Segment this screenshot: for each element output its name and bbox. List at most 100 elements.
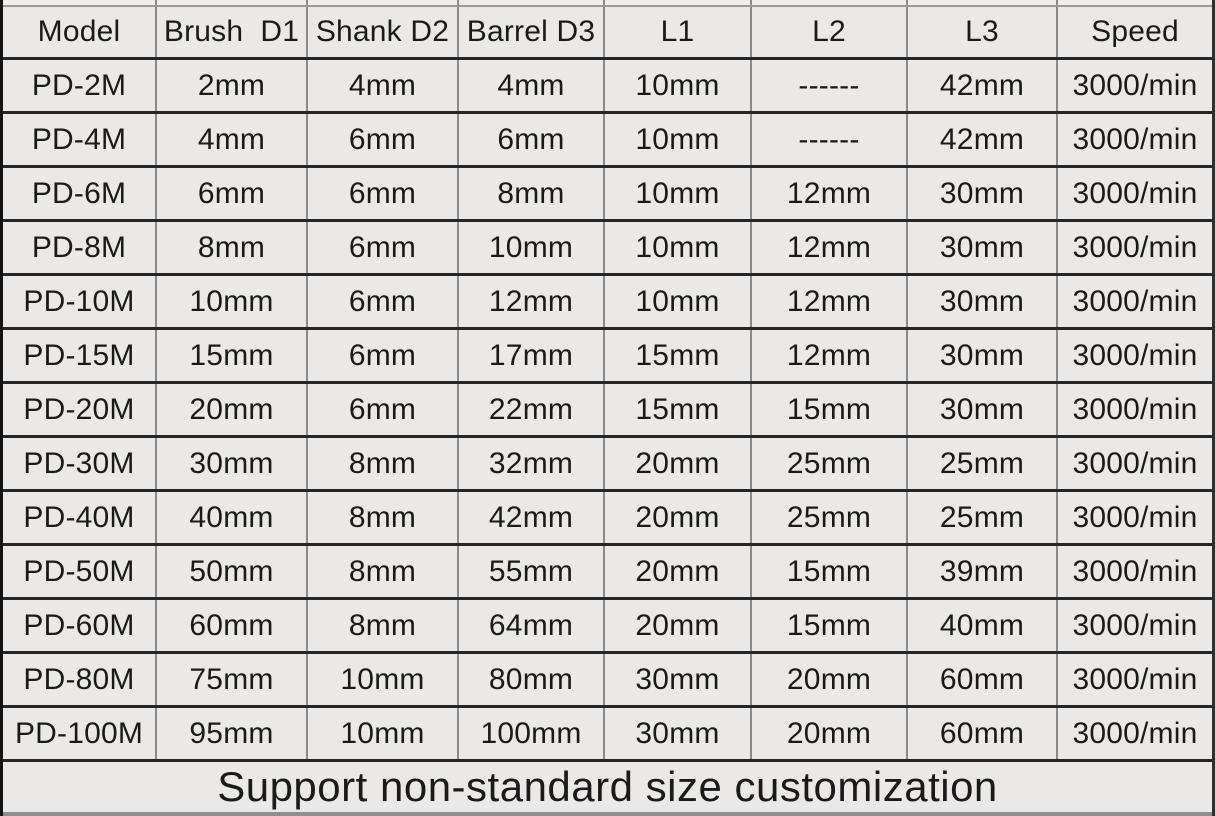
table-cell: 30mm — [908, 222, 1058, 273]
table-cell: 60mm — [908, 654, 1058, 705]
table-cell: 6mm — [308, 330, 459, 381]
column-header-l2: L2 — [752, 7, 908, 57]
table-cell: 64mm — [459, 600, 605, 651]
table-cell: 8mm — [308, 492, 459, 543]
table-cell: 8mm — [157, 222, 308, 273]
table-cell: 22mm — [459, 384, 605, 435]
table-cell: 6mm — [308, 168, 459, 219]
column-header-speed: Speed — [1091, 15, 1179, 48]
table-cell: 4mm — [308, 60, 459, 111]
table-row: PD-20M 20mm 6mm 22mm 15mm 15mm 30mm 3000/min — [3, 381, 1212, 435]
table-row: PD-15M 15mm 6mm 17mm 15mm 12mm 30mm 3000/min — [3, 327, 1212, 381]
table-row: PD-30M 30mm 8mm 32mm 20mm 25mm 25mm 3000/min — [3, 435, 1212, 489]
table-cell: 8mm — [308, 438, 459, 489]
model-cell: PD-100M — [3, 708, 157, 759]
table-cell: 25mm — [752, 492, 908, 543]
table-cell: 8mm — [459, 168, 605, 219]
table-cell: 10mm — [605, 168, 752, 219]
model-cell: PD-2M — [3, 60, 157, 111]
table-cell: 20mm — [605, 600, 752, 651]
table-cell: 3000/min — [1072, 500, 1198, 534]
table-cell: 20mm — [752, 654, 908, 705]
table-cell: 30mm — [908, 276, 1058, 327]
table-cell: 40mm — [157, 492, 308, 543]
table-cell: 6mm — [308, 276, 459, 327]
table-cell: 3000/min — [1072, 338, 1198, 372]
table-cell: 30mm — [908, 330, 1058, 381]
model-cell: PD-15M — [3, 330, 157, 381]
table-cell: 3000/min — [1072, 284, 1198, 318]
model-cell: PD-80M — [3, 654, 157, 705]
model-cell: PD-60M — [3, 600, 157, 651]
table-cell: 6mm — [308, 114, 459, 165]
table-row: PD-2M 2mm 4mm 4mm 10mm ------ 42mm 3000/min — [3, 57, 1212, 111]
table-row: PD-50M 50mm 8mm 55mm 20mm 15mm 39mm 3000/min — [3, 543, 1212, 597]
table-cell: 60mm — [908, 708, 1058, 759]
table-cell: 3000/min — [1072, 662, 1198, 696]
model-cell: PD-20M — [3, 384, 157, 435]
table-cell: 10mm — [308, 708, 459, 759]
table-cell: 30mm — [157, 438, 308, 489]
table-cell: 20mm — [605, 438, 752, 489]
table-cell: 39mm — [908, 546, 1058, 597]
column-header-model: Model — [3, 7, 157, 57]
table-cell: 95mm — [157, 708, 308, 759]
table-cell: 2mm — [157, 60, 308, 111]
table-cell: 3000/min — [1072, 608, 1198, 642]
cropped-row-strip — [3, 0, 1212, 5]
model-cell: PD-8M — [3, 222, 157, 273]
table-cell: 20mm — [752, 708, 908, 759]
column-header-shank-d2: Shank D2 — [308, 7, 459, 57]
table-cell: 10mm — [308, 654, 459, 705]
table-cell: 12mm — [752, 222, 908, 273]
table-cell: 15mm — [752, 546, 908, 597]
table-cell: 15mm — [605, 330, 752, 381]
table-cell: ------ — [752, 114, 908, 165]
table-cell: 75mm — [157, 654, 308, 705]
table-row: PD-8M 8mm 6mm 10mm 10mm 12mm 30mm 3000/min — [3, 219, 1212, 273]
table-cell: 20mm — [605, 492, 752, 543]
table-cell: 60mm — [157, 600, 308, 651]
table-row: PD-10M 10mm 6mm 12mm 10mm 12mm 30mm 3000/min — [3, 273, 1212, 327]
table-row: PD-4M 4mm 6mm 6mm 10mm ------ 42mm 3000/min — [3, 111, 1212, 165]
table-cell: 12mm — [752, 276, 908, 327]
table-cell: 3000/min — [1072, 68, 1198, 102]
model-cell: PD-50M — [3, 546, 157, 597]
table-cell: 3000/min — [1072, 230, 1198, 264]
table-cell: 10mm — [157, 276, 308, 327]
table-cell: 8mm — [308, 600, 459, 651]
model-cell: PD-10M — [3, 276, 157, 327]
table-row: PD-100M 95mm 10mm 100mm 30mm 20mm 60mm 3000/min — [3, 705, 1212, 759]
table-cell: 3000/min — [1072, 446, 1198, 480]
table-cell: 15mm — [752, 384, 908, 435]
table-cell: 80mm — [459, 654, 605, 705]
footer-note: Support non-standard size customization — [3, 759, 1212, 816]
table-cell: 42mm — [908, 60, 1058, 111]
table-cell: 15mm — [157, 330, 308, 381]
table-cell: 8mm — [308, 546, 459, 597]
table-cell: 6mm — [308, 384, 459, 435]
table-cell: 10mm — [605, 222, 752, 273]
table-cell: 10mm — [605, 60, 752, 111]
table-cell: 4mm — [157, 114, 308, 165]
table-cell: 50mm — [157, 546, 308, 597]
table-cell: 4mm — [459, 60, 605, 111]
table-cell: 42mm — [459, 492, 605, 543]
table-cell: 12mm — [752, 168, 908, 219]
table-cell: 6mm — [459, 114, 605, 165]
table-cell: 20mm — [605, 546, 752, 597]
table-cell: 55mm — [459, 546, 605, 597]
table-cell: 20mm — [157, 384, 308, 435]
table-cell: 6mm — [157, 168, 308, 219]
table-header-row: Model Brush D1 Shank D2 Barrel D3 L1 L2 … — [3, 5, 1212, 57]
table-row: PD-40M 40mm 8mm 42mm 20mm 25mm 25mm 3000/min — [3, 489, 1212, 543]
model-cell: PD-6M — [3, 168, 157, 219]
table-cell: 40mm — [908, 600, 1058, 651]
table-cell: 3000/min — [1072, 176, 1198, 210]
table-cell: 42mm — [908, 114, 1058, 165]
table-cell: 12mm — [752, 330, 908, 381]
table-cell: 25mm — [908, 492, 1058, 543]
model-cell: PD-40M — [3, 492, 157, 543]
table-cell: 3000/min — [1072, 392, 1198, 426]
